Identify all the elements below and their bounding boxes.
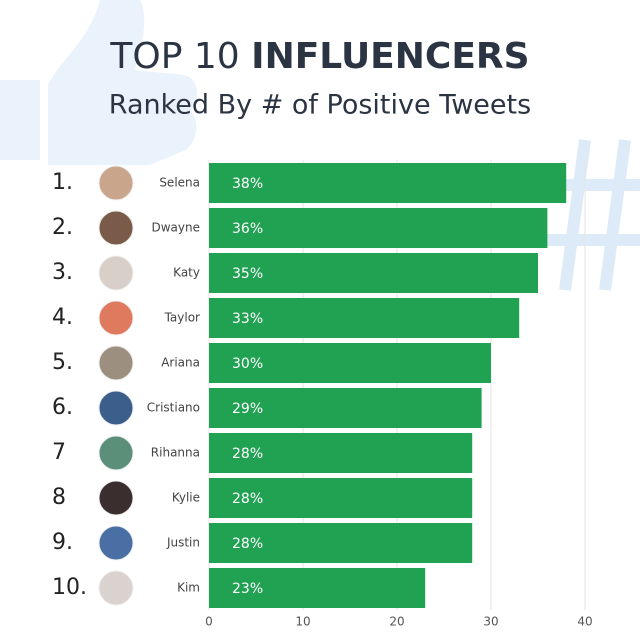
rank-label: 8 [52,485,66,510]
value-label: 30% [232,356,263,372]
value-label: 28% [232,446,263,462]
rank-label: 7 [52,440,66,465]
avatar [98,435,134,471]
value-label: 23% [232,581,263,597]
value-label: 35% [232,266,263,282]
bar [209,343,491,383]
value-label: 28% [232,536,263,552]
rank-label: 10. [52,575,87,600]
chart-title: TOP 10 INFLUENCERS [109,36,529,77]
y-tick-label: Dwayne [152,221,201,235]
avatar [98,345,134,381]
y-tick-label: Kim [177,581,200,595]
x-tick-label: 0 [205,615,213,629]
title-part: INFLUENCERS [251,36,529,77]
title-part: TOP 10 [109,36,239,77]
y-tick-label: Justin [166,536,200,550]
rank-label: 3. [52,260,73,285]
rank-label: 2. [52,215,73,240]
bar [209,298,520,338]
y-tick-label: Cristiano [147,401,200,415]
bar [209,568,426,608]
rank-label: 5. [52,350,73,375]
x-tick-label: 10 [295,615,310,629]
avatar [98,210,134,246]
avatar [98,480,134,516]
value-label: 38% [232,176,263,192]
rank-label: 4. [52,305,73,330]
y-tick-label: Selena [159,176,200,190]
bar [209,478,473,518]
rank-label: 6. [52,395,73,420]
avatar [98,165,134,201]
bar [209,208,548,248]
rank-label: 9. [52,530,73,555]
x-tick-label: 40 [577,615,592,629]
bar [209,388,482,428]
y-tick-label: Ariana [161,356,200,370]
avatar [98,390,134,426]
x-tick-label: 30 [483,615,498,629]
y-tick-label: Rihanna [151,446,200,460]
avatar [98,255,134,291]
bar [209,163,567,203]
bar [209,253,538,293]
x-tick-label: 20 [389,615,404,629]
y-tick-label: Kylie [172,491,200,505]
y-tick-label: Katy [173,266,200,280]
bar [209,523,473,563]
value-label: 29% [232,401,263,417]
value-label: 28% [232,491,263,507]
avatar [98,570,134,606]
rank-label: 1. [52,170,73,195]
avatar [98,525,134,561]
value-label: 36% [232,221,263,237]
chart-subtitle: Ranked By # of Positive Tweets [109,90,531,121]
avatar [98,300,134,336]
y-tick-label: Taylor [164,311,200,325]
bar [209,433,473,473]
value-label: 33% [232,311,263,327]
